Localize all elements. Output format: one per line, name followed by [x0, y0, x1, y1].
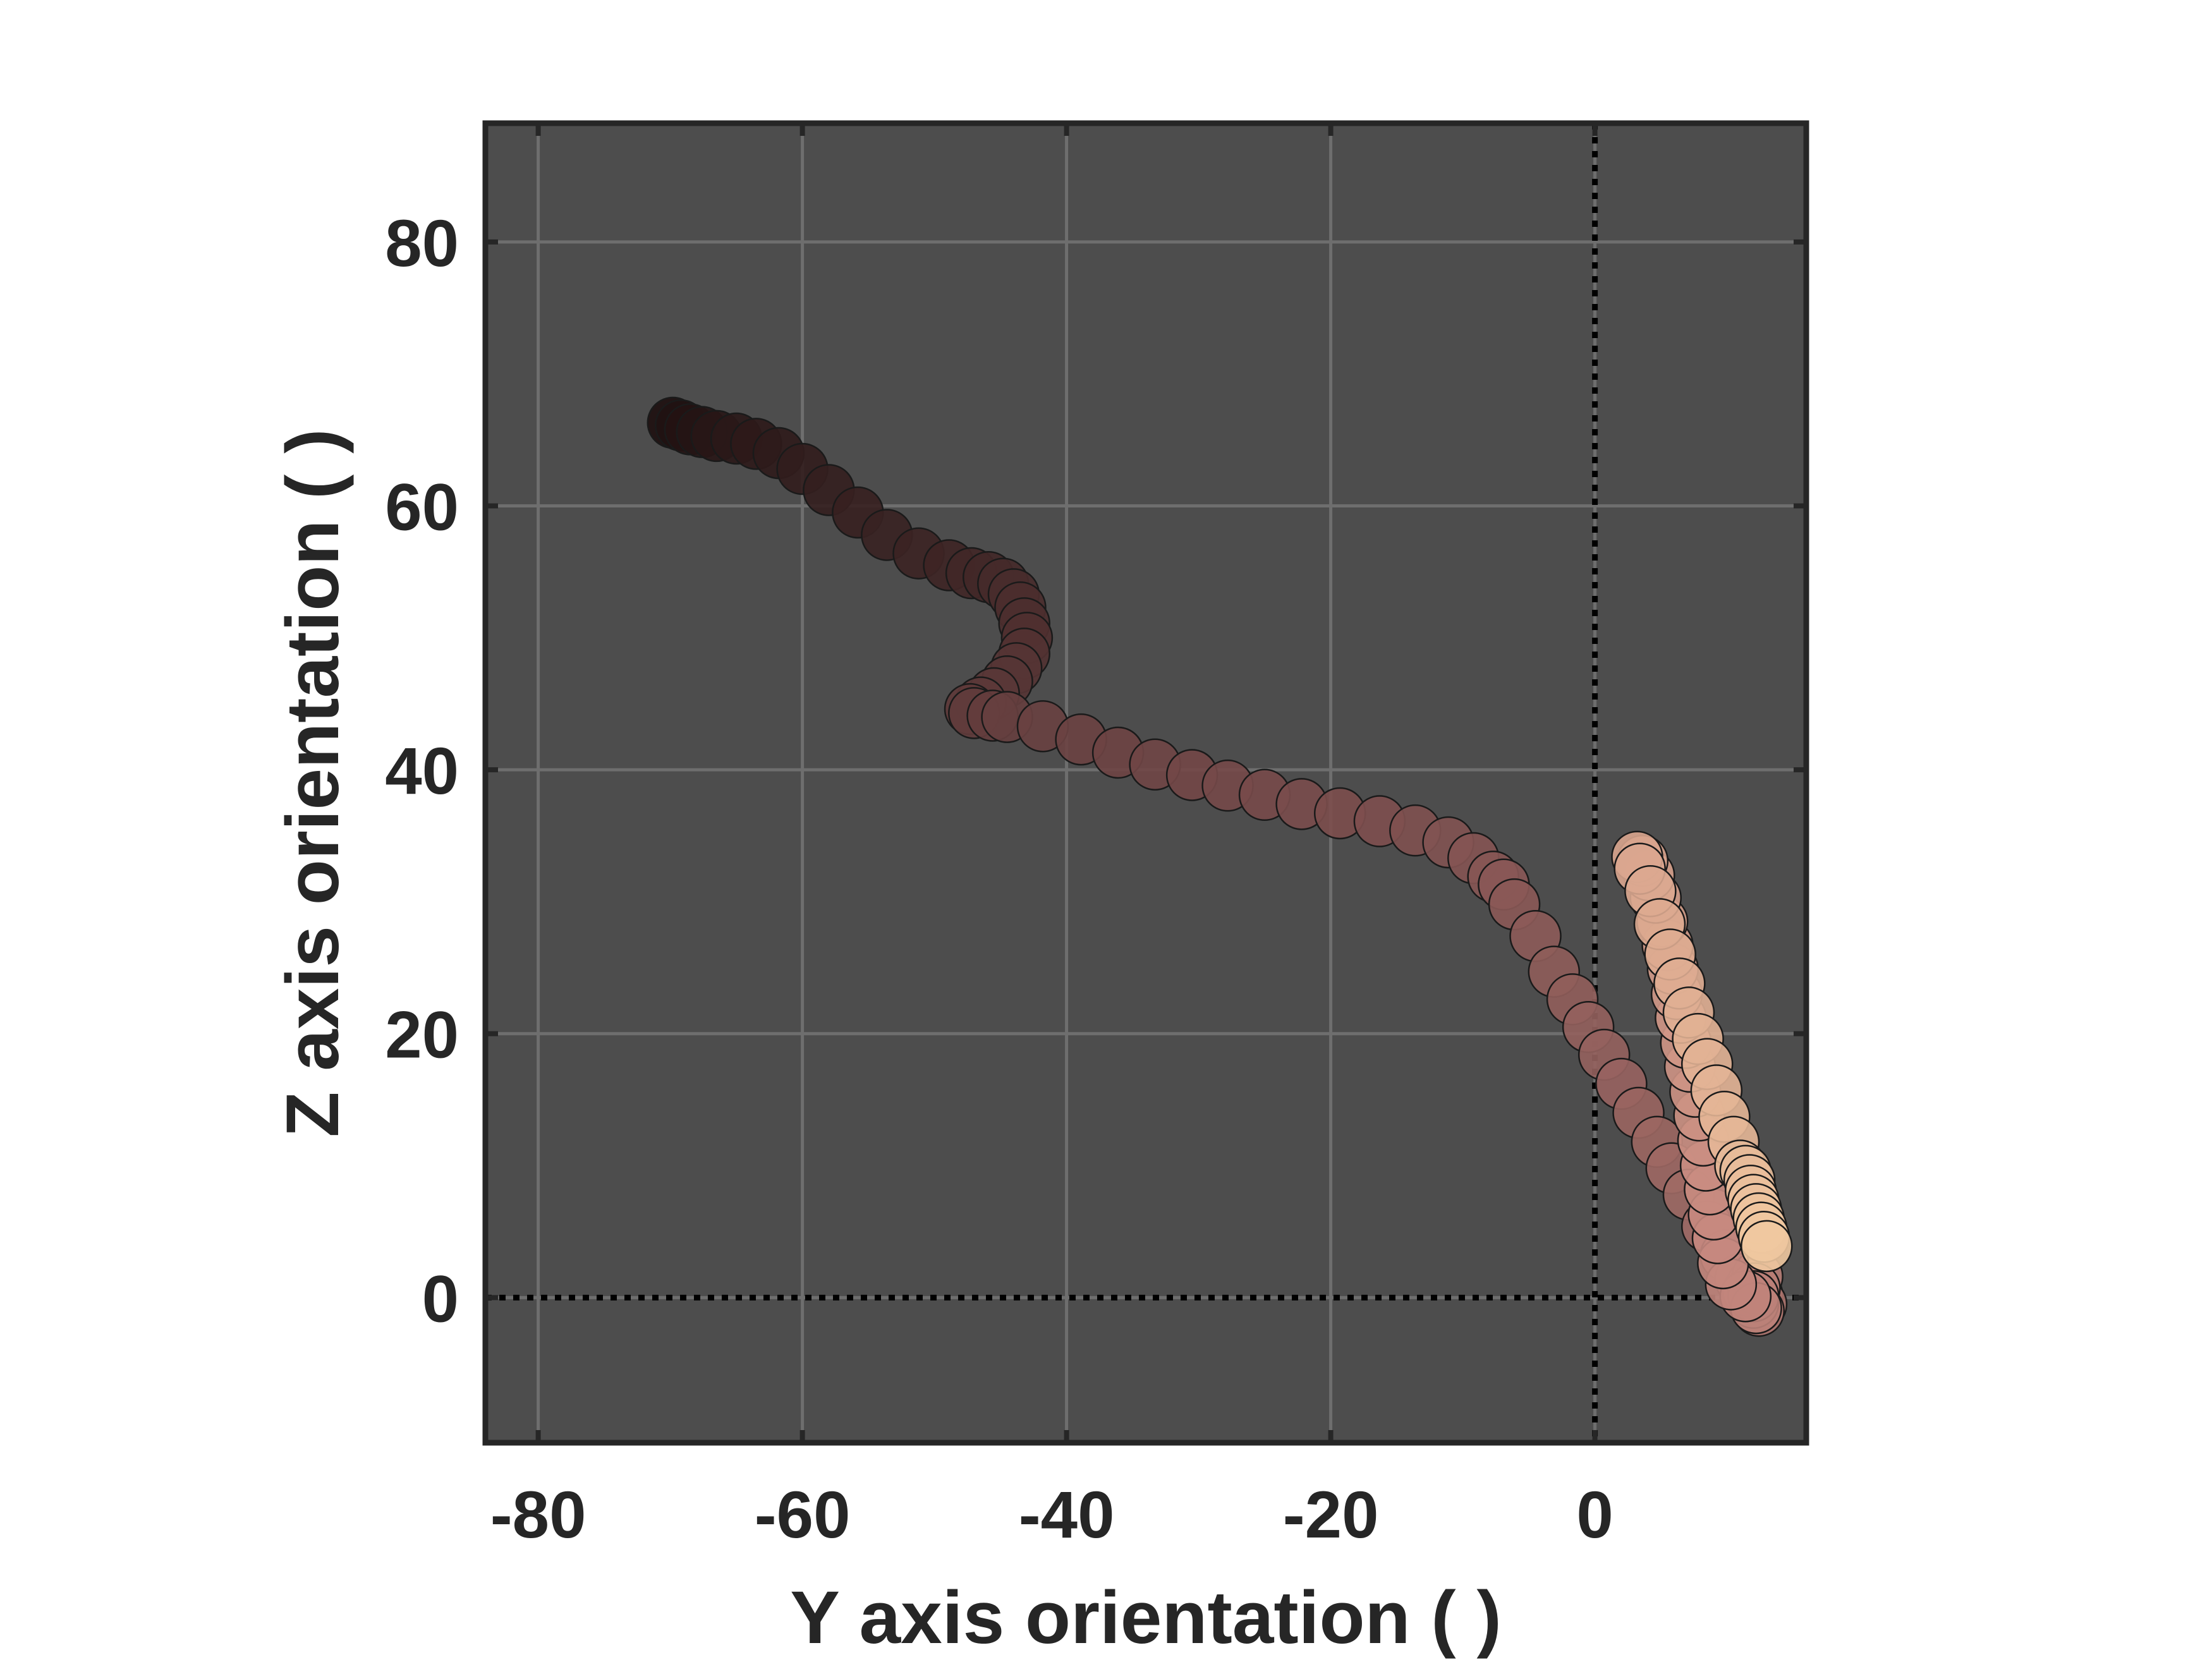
x-tick-label: 0	[1576, 1478, 1613, 1552]
y-tick-labels: 0 20 40 60 80	[385, 207, 459, 1336]
y-tick-label: 20	[385, 998, 459, 1072]
scatter-points	[647, 396, 1793, 1337]
y-tick-label: 60	[385, 471, 459, 545]
x-tick-label: -40	[1019, 1478, 1115, 1552]
y-tick-label: 0	[422, 1262, 459, 1336]
data-point	[1741, 1220, 1793, 1273]
x-axis-label: Y axis orientation ( )	[790, 1576, 1502, 1659]
axis-ticks	[485, 123, 1806, 1443]
x-tick-labels: -80 -60 -40 -20 0	[490, 1478, 1613, 1552]
x-tick-label: -60	[755, 1478, 851, 1552]
y-axis-label: Z axis orientation ( )	[271, 428, 355, 1137]
axes-frame	[482, 120, 1809, 1446]
y-tick-label: 40	[385, 734, 459, 808]
y-tick-label: 80	[385, 207, 459, 281]
x-tick-label: -80	[490, 1478, 586, 1552]
x-tick-label: -20	[1283, 1478, 1379, 1552]
reference-lines	[485, 123, 1806, 1443]
